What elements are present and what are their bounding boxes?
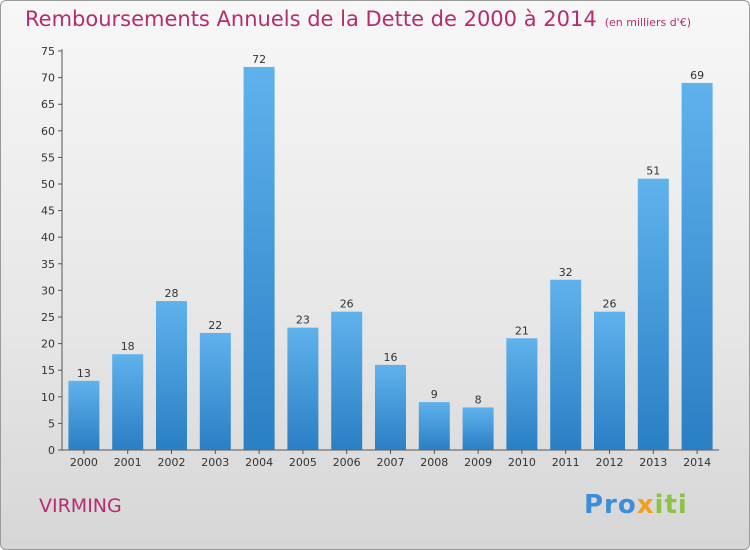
x-tick-label: 2001	[114, 456, 142, 469]
commune-name: VIRMING	[39, 495, 122, 517]
x-tick-label: 2003	[201, 456, 229, 469]
y-tick-label: 25	[41, 311, 55, 324]
x-tick-label: 2013	[639, 456, 667, 469]
y-tick-label: 45	[41, 205, 55, 218]
x-tick-label: 2014	[683, 456, 711, 469]
bar-value-label: 22	[208, 319, 222, 332]
bar	[375, 364, 406, 450]
title-main: Remboursements Annuels de la Dette de 20…	[25, 7, 597, 31]
y-tick-label: 40	[41, 231, 55, 244]
x-tick-label: 2004	[245, 456, 273, 469]
bar	[287, 327, 319, 450]
logo-part-2: x	[636, 490, 655, 520]
bar	[156, 301, 187, 450]
bar	[243, 66, 275, 451]
bar-value-label: 72	[252, 53, 266, 66]
y-tick-label: 20	[41, 338, 55, 351]
y-tick-label: 55	[41, 151, 55, 164]
x-tick-label: 2009	[464, 456, 492, 469]
bar	[199, 332, 231, 450]
bar	[68, 380, 100, 450]
bar	[418, 402, 450, 450]
x-tick-label: 2011	[552, 456, 580, 469]
logo-part-1: Pro	[584, 490, 637, 520]
x-tick-label: 2010	[508, 456, 536, 469]
proxiti-logo: Proxiti	[584, 490, 688, 520]
bar-value-label: 26	[603, 298, 617, 311]
bar-value-label: 28	[165, 287, 179, 300]
title-unit: (en milliers d'€)	[604, 16, 691, 29]
x-tick-label: 2005	[289, 456, 317, 469]
bar	[331, 311, 363, 450]
logo-part-3: iti	[654, 490, 688, 520]
y-tick-label: 0	[48, 444, 55, 457]
y-tick-label: 15	[41, 364, 55, 377]
x-tick-label: 2007	[377, 456, 405, 469]
y-tick-label: 75	[41, 45, 55, 58]
bar	[550, 279, 582, 450]
bar	[594, 311, 625, 450]
x-tick-label: 2006	[333, 456, 361, 469]
y-tick-label: 50	[41, 178, 55, 191]
bar-value-label: 23	[296, 314, 310, 327]
y-tick-label: 65	[41, 98, 55, 111]
bar-value-label: 21	[515, 324, 529, 337]
bar-value-label: 51	[646, 165, 660, 178]
y-tick-label: 60	[41, 125, 55, 138]
x-tick-label: 2008	[420, 456, 448, 469]
bar-value-label: 69	[690, 69, 704, 82]
bar	[681, 82, 713, 451]
bar	[462, 407, 494, 450]
y-tick-label: 10	[41, 391, 55, 404]
chart-title: Remboursements Annuels de la Dette de 20…	[25, 7, 691, 31]
y-tick-label: 30	[41, 284, 55, 297]
bar-value-label: 8	[475, 393, 482, 406]
bar-value-label: 13	[77, 367, 91, 380]
bar-value-label: 26	[340, 298, 354, 311]
bar	[112, 354, 144, 450]
bar	[506, 338, 538, 450]
bar	[637, 178, 669, 450]
y-tick-label: 5	[48, 417, 55, 430]
x-tick-label: 2000	[70, 456, 98, 469]
y-tick-label: 70	[41, 72, 55, 85]
bar-value-label: 9	[431, 388, 438, 401]
bar-value-label: 32	[559, 266, 573, 279]
y-tick-label: 35	[41, 258, 55, 271]
x-tick-label: 2012	[596, 456, 624, 469]
bar-value-label: 18	[121, 340, 135, 353]
bar-value-label: 16	[384, 351, 398, 364]
x-tick-label: 2002	[158, 456, 186, 469]
